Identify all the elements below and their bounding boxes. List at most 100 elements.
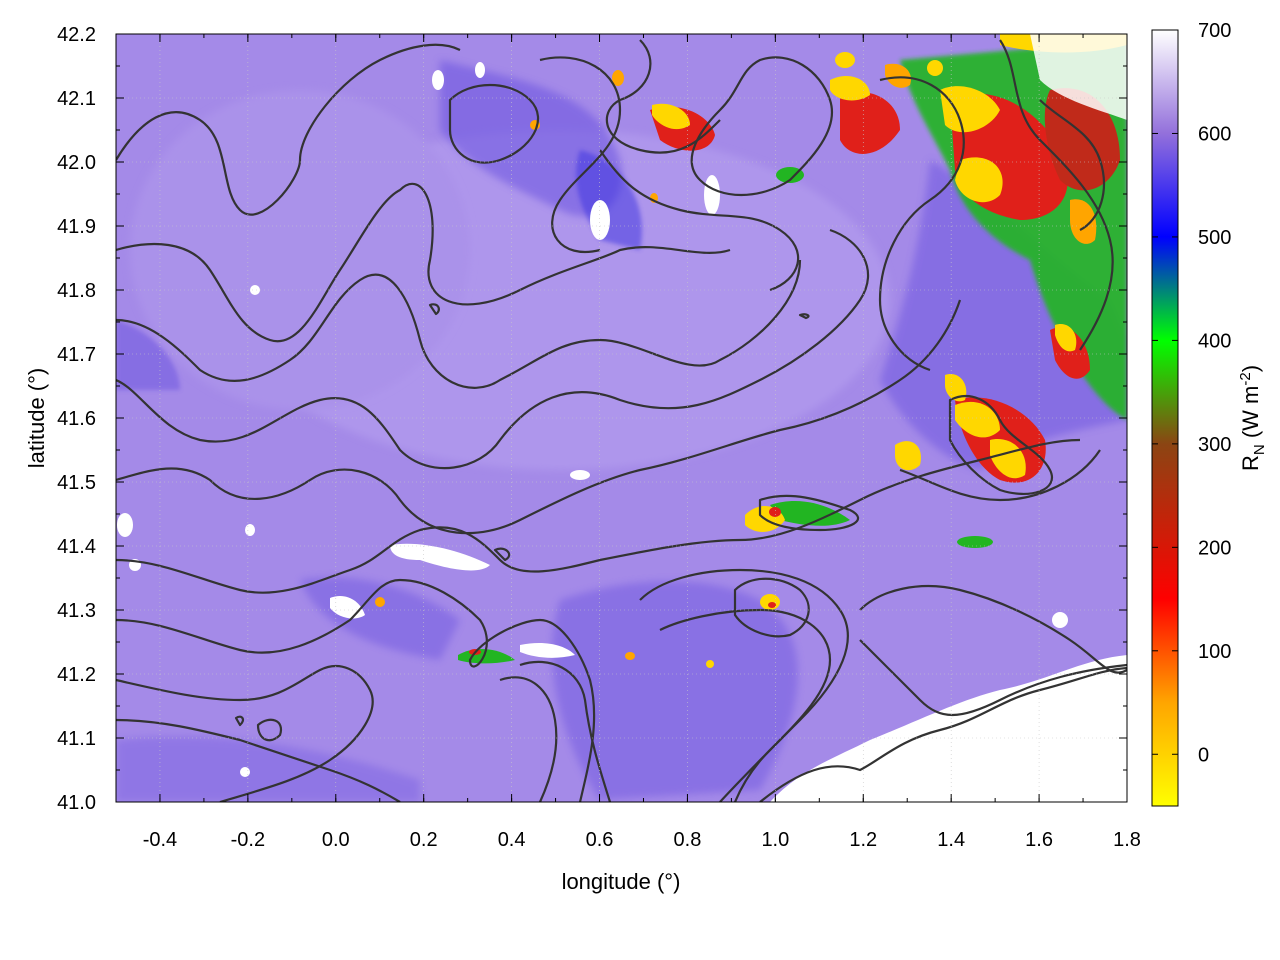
x-tick-label: 1.8 bbox=[1113, 829, 1141, 851]
y-axis-title: latitude (°) bbox=[24, 368, 49, 469]
y-tick-label: 41.1 bbox=[57, 728, 96, 750]
contour-line bbox=[690, 56, 833, 196]
x-axis: -0.4 -0.2 0.0 0.2 0.4 0.6 0.8 1.0 1.2 1.4 1.6 1.8 bbox=[115, 34, 1141, 851]
contour-line bbox=[758, 494, 859, 532]
low-flux bbox=[1070, 199, 1097, 244]
contour-line bbox=[116, 43, 461, 216]
y-tick-label: 41.8 bbox=[57, 280, 96, 302]
contour-line bbox=[116, 665, 374, 802]
contour-line bbox=[256, 718, 283, 742]
colorbar-title-sub: N bbox=[1251, 444, 1268, 455]
contour-line bbox=[659, 608, 832, 802]
mid-flux bbox=[769, 507, 781, 517]
colorbar-tick-label: 200 bbox=[1198, 537, 1231, 559]
contour-line bbox=[493, 547, 511, 562]
contour-line bbox=[759, 666, 1127, 802]
field-light-region bbox=[130, 90, 470, 410]
contour-line bbox=[798, 313, 810, 320]
missing-data bbox=[390, 543, 490, 571]
contour-line bbox=[116, 438, 1081, 594]
contour-line bbox=[948, 395, 1053, 495]
x-tick-label: 1.6 bbox=[1025, 829, 1053, 851]
contour-line bbox=[428, 303, 440, 316]
mid-flux bbox=[840, 91, 900, 154]
y-tick-label: 41.7 bbox=[57, 344, 96, 366]
blue-band bbox=[116, 320, 180, 390]
contour-line bbox=[116, 182, 731, 343]
y-tick-label: 41.3 bbox=[57, 600, 96, 622]
missing-data bbox=[240, 767, 250, 777]
x-tick-label: -0.4 bbox=[143, 829, 177, 851]
y-tick-label: 41.4 bbox=[57, 536, 96, 558]
blue-band bbox=[116, 736, 420, 802]
missing-data bbox=[590, 200, 610, 240]
contour-line bbox=[599, 149, 800, 292]
colorbar-tick-label: 700 bbox=[1198, 20, 1231, 42]
x-tick-label: 0.0 bbox=[322, 829, 350, 851]
contour-line bbox=[878, 76, 965, 372]
y-axis: 41.0 41.1 41.2 41.3 41.4 41.5 41.6 41.7 41.8 41.9… bbox=[57, 24, 1127, 814]
missing-data bbox=[250, 285, 260, 295]
low-flux bbox=[885, 63, 911, 88]
y-tick-label: 42.0 bbox=[57, 152, 96, 174]
missing-data bbox=[570, 470, 590, 480]
x-tick-label: 1.4 bbox=[937, 829, 965, 851]
contour-line bbox=[234, 715, 245, 727]
low-flux bbox=[955, 401, 1000, 438]
contour-line bbox=[859, 584, 1127, 674]
x-tick-label: 1.2 bbox=[849, 829, 877, 851]
missing-data bbox=[1052, 612, 1068, 628]
blue-band bbox=[552, 581, 798, 800]
low-flux bbox=[940, 86, 1000, 133]
low-flux bbox=[375, 597, 385, 607]
low-flux bbox=[955, 157, 1003, 203]
missing-data bbox=[520, 643, 575, 658]
colorbar-title-close: ) bbox=[1238, 365, 1263, 372]
contour-lines bbox=[116, 39, 1127, 802]
colorbar-tick-label: 100 bbox=[1198, 641, 1231, 663]
x-tick-label: -0.2 bbox=[231, 829, 265, 851]
low-flux bbox=[760, 594, 780, 610]
colorbar-title-unit: (W m bbox=[1238, 386, 1263, 445]
colorbar-tick-label: 400 bbox=[1198, 330, 1231, 352]
x-tick-label: 0.6 bbox=[586, 829, 614, 851]
low-flux bbox=[990, 439, 1026, 479]
colorbar-tick-label: 0 bbox=[1198, 744, 1209, 766]
x-tick-label: 0.8 bbox=[674, 829, 702, 851]
grid-lines bbox=[116, 33, 1128, 803]
missing-data bbox=[1030, 34, 1127, 120]
low-flux bbox=[830, 75, 870, 101]
mid-flux bbox=[768, 602, 776, 608]
missing-data bbox=[245, 524, 255, 536]
missing-data bbox=[704, 175, 720, 215]
x-tick-label: 0.2 bbox=[410, 829, 438, 851]
contour-line bbox=[116, 259, 802, 389]
x-tick-label: 1.0 bbox=[761, 829, 789, 851]
y-tick-label: 41.9 bbox=[57, 216, 96, 238]
contour-line bbox=[116, 228, 870, 470]
field-layer bbox=[116, 34, 1127, 802]
missing-data bbox=[475, 62, 485, 78]
contour-line bbox=[1039, 99, 1105, 231]
y-tick-label: 41.0 bbox=[57, 792, 96, 814]
colorbar-title: RN (W m-2) bbox=[1237, 365, 1268, 471]
y-tick-label: 42.1 bbox=[57, 88, 96, 110]
colorbar-tick-label: 300 bbox=[1198, 434, 1231, 456]
low-flux bbox=[625, 652, 635, 660]
low-flux bbox=[895, 441, 921, 471]
contour-line bbox=[999, 39, 1114, 351]
low-flux bbox=[706, 660, 714, 668]
colorbar-title-main: R bbox=[1238, 455, 1263, 471]
low-flux bbox=[652, 103, 690, 130]
contour-line bbox=[116, 299, 962, 535]
low-flux bbox=[927, 60, 943, 76]
contour-line bbox=[448, 83, 540, 164]
x-tick-label: 0.4 bbox=[498, 829, 526, 851]
colorbar bbox=[1151, 29, 1179, 807]
contour-line bbox=[899, 449, 1101, 502]
colorbar-tick-label: 500 bbox=[1198, 227, 1231, 249]
y-tick-label: 41.5 bbox=[57, 472, 96, 494]
blue-band bbox=[880, 160, 1127, 470]
colorbar-tick-label: 600 bbox=[1198, 123, 1231, 145]
low-flux bbox=[835, 52, 855, 68]
